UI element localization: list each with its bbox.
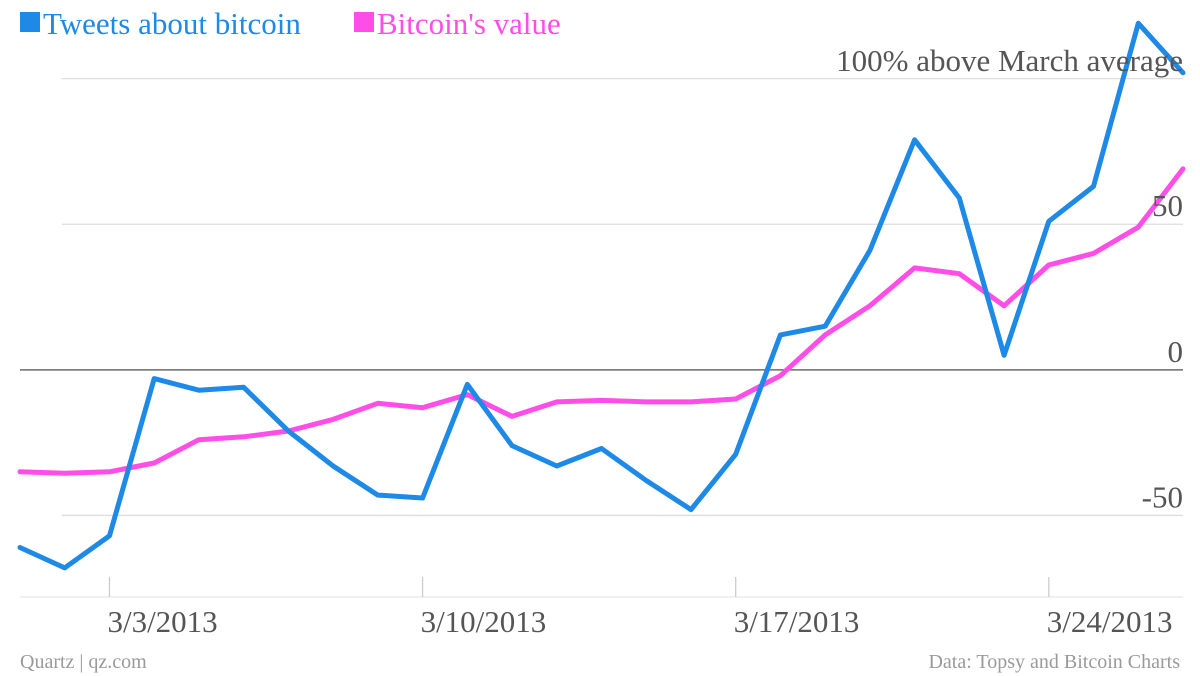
x-axis xyxy=(20,577,1183,598)
x-tick-label: 3/24/2013 xyxy=(1047,604,1173,639)
legend-swatch-tweets xyxy=(20,12,40,32)
annotation-text: 100% above March average xyxy=(836,43,1183,78)
gridlines xyxy=(20,77,1183,517)
y-tick-label: -50 xyxy=(1142,479,1183,514)
legend-label-value: Bitcoin's value xyxy=(377,6,561,41)
series-lines xyxy=(17,20,1186,571)
y-tick-label: 0 xyxy=(1168,334,1184,369)
x-tick-label: 3/17/2013 xyxy=(734,604,860,639)
y-tick-label: 50 xyxy=(1152,188,1183,223)
axis-labels: 3/3/2013 3/10/2013 3/17/2013 3/24/2013 50 0 -5… xyxy=(107,188,1183,639)
legend: Tweets about bitcoin Bitcoin's value xyxy=(20,6,561,41)
legend-swatch-value xyxy=(354,12,374,32)
legend-label-tweets: Tweets about bitcoin xyxy=(43,6,301,41)
x-tick-label: 3/10/2013 xyxy=(421,604,547,639)
series-line-tweets xyxy=(17,20,1186,571)
series-line-value xyxy=(17,166,1186,476)
source-right: Data: Topsy and Bitcoin Charts xyxy=(928,651,1180,673)
source-left: Quartz | qz.com xyxy=(20,651,147,673)
x-tick-label: 3/3/2013 xyxy=(107,604,217,639)
